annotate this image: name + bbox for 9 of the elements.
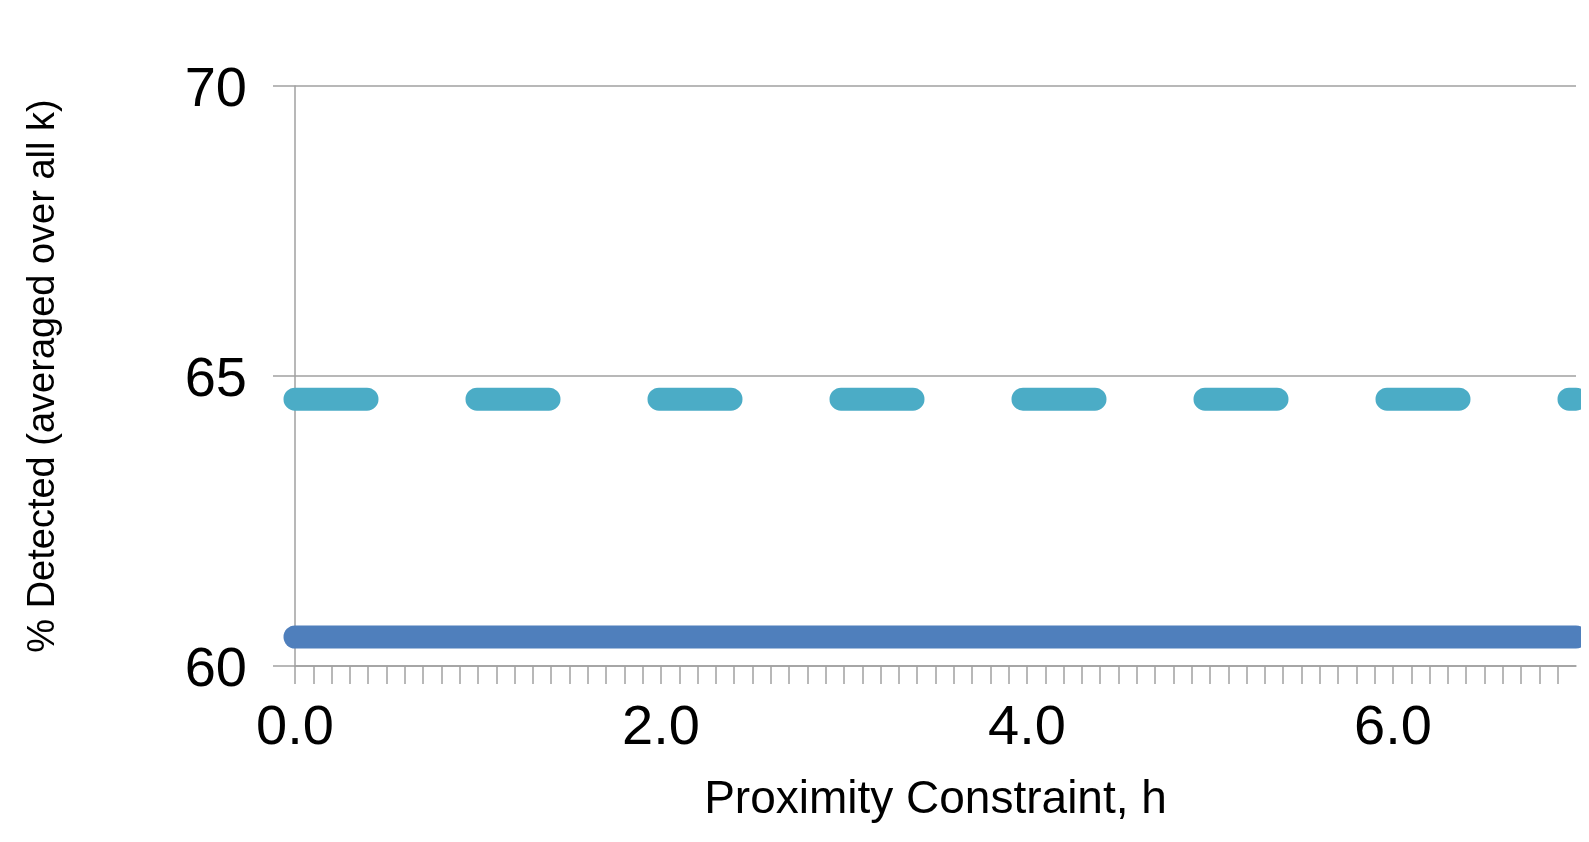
x-tick-label: 6.0 (1354, 692, 1432, 756)
y-tick-label: 65 (184, 344, 247, 408)
x-tick-label: 0.0 (256, 692, 334, 756)
x-axis-title: Proximity Constraint, h (704, 771, 1167, 823)
x-tick-label: 4.0 (988, 692, 1066, 756)
y-axis-title: % Detected (averaged over all k) (20, 99, 62, 653)
y-tick-label: 60 (184, 634, 247, 698)
x-tick-label: 2.0 (622, 692, 700, 756)
y-tick-label: 70 (184, 54, 247, 118)
